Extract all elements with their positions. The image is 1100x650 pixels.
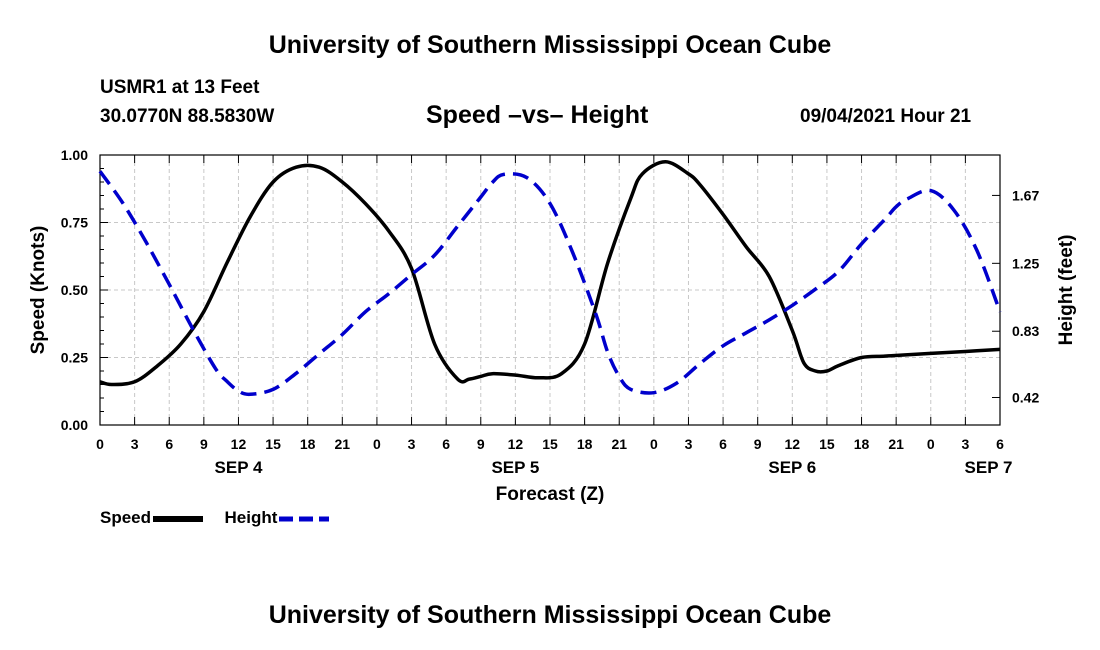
x-axis-title: Forecast (Z) <box>496 484 605 505</box>
x-tick-label: 3 <box>131 436 139 452</box>
x-tick-label: 15 <box>542 436 558 452</box>
y-left-tick-label: 0.00 <box>61 417 88 433</box>
bottom-title: University of Southern Mississippi Ocean… <box>268 601 832 629</box>
x-tick-label: 0 <box>927 436 935 452</box>
x-day-label: SEP 6 <box>768 458 816 477</box>
x-tick-label: 12 <box>785 436 801 452</box>
x-tick-label: 9 <box>477 436 485 452</box>
forecast-timestamp: 09/04/2021 Hour 21 <box>800 106 972 127</box>
x-tick-label: 0 <box>96 436 104 452</box>
x-tick-label: 18 <box>577 436 593 452</box>
x-tick-label: 21 <box>611 436 627 452</box>
speed-series-line <box>99 160 1001 387</box>
legend-speed-swatch <box>153 515 204 522</box>
station-coordinates: 30.0770N 88.5830W <box>100 106 275 127</box>
x-tick-label: 6 <box>719 436 727 452</box>
y-left-tick-label: 0.50 <box>61 282 88 298</box>
x-tick-label: 12 <box>508 436 524 452</box>
legend-height-label: Height <box>224 508 278 527</box>
y-right-tick-label: 0.83 <box>1012 323 1039 339</box>
y-right-tick-label: 0.42 <box>1012 390 1039 406</box>
x-tick-label: 15 <box>265 436 281 452</box>
x-day-label: SEP 7 <box>965 458 1013 477</box>
legend-speed-label: Speed <box>100 508 152 527</box>
x-tick-label: 3 <box>685 436 693 452</box>
station-label: USMR1 at 13 Feet <box>100 77 260 98</box>
speed-height-chart: 0 3 6 9 12 15 18 21 0 3 6 9 12 15 18 21 0 3 6 9 12 15 18 21 0 3 6 0… <box>28 147 1077 505</box>
x-tick-label: 6 <box>442 436 450 452</box>
x-tick-label: 6 <box>996 436 1004 452</box>
x-day-label: SEP 4 <box>215 458 263 477</box>
x-tick-label: 9 <box>200 436 208 452</box>
x-tick-label: 6 <box>165 436 173 452</box>
chart-title: Speed –vs– Height <box>426 101 649 129</box>
x-tick-label: 18 <box>854 436 870 452</box>
legend-height-swatch <box>279 516 330 522</box>
top-title: University of Southern Mississippi Ocean… <box>268 31 832 59</box>
plot-frame <box>99 154 1001 426</box>
y-right-axis-title: Height (feet) <box>1056 235 1077 346</box>
y-left-tick-label: 1.00 <box>61 147 88 163</box>
y-right-tick-label: 1.67 <box>1012 187 1039 203</box>
y-left-tick-label: 0.25 <box>61 350 88 366</box>
x-tick-label: 21 <box>335 436 351 452</box>
legend: Speed Height <box>100 508 332 528</box>
x-tick-label: 9 <box>754 436 762 452</box>
x-tick-label: 0 <box>650 436 658 452</box>
y-right-tick-label: 1.25 <box>1012 255 1039 271</box>
x-tick-label: 3 <box>961 436 969 452</box>
y-left-tick-label: 0.75 <box>61 215 88 231</box>
x-tick-label: 0 <box>373 436 381 452</box>
x-tick-label: 3 <box>408 436 416 452</box>
x-tick-label: 18 <box>300 436 316 452</box>
x-day-label: SEP 5 <box>491 458 539 477</box>
x-tick-label: 12 <box>231 436 247 452</box>
height-series-line <box>98 170 1002 397</box>
x-tick-label: 21 <box>888 436 904 452</box>
y-left-axis-title: Speed (Knots) <box>28 226 49 355</box>
x-tick-label: 15 <box>819 436 835 452</box>
